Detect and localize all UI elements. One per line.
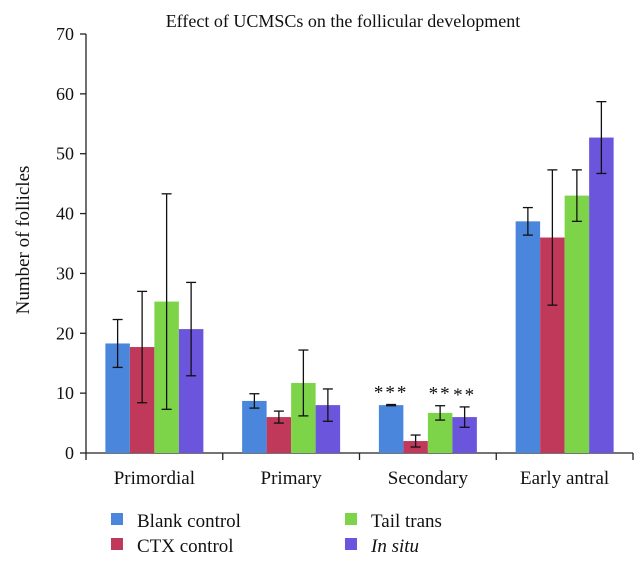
significance-marker: ** xyxy=(453,385,476,406)
x-tick-label: Primordial xyxy=(114,468,195,489)
significance-marker: ** xyxy=(429,384,452,405)
y-tick-label: 50 xyxy=(56,144,74,164)
chart-title: Effect of UCMSCs on the follicular devel… xyxy=(166,11,521,31)
legend-label: Tail trans xyxy=(371,511,442,532)
bar xyxy=(242,400,267,453)
y-tick-label: 20 xyxy=(56,323,74,343)
bar xyxy=(589,137,614,453)
y-tick-label: 40 xyxy=(56,204,74,224)
legend-swatch xyxy=(345,538,357,550)
legend-swatch xyxy=(111,513,123,525)
legend-label: Blank control xyxy=(137,511,241,532)
legend-label: CTX control xyxy=(137,536,234,557)
x-tick-label: Secondary xyxy=(388,468,469,489)
y-tick-label: 30 xyxy=(56,263,74,283)
y-tick-label: 70 xyxy=(56,24,74,44)
plot-area: 0 10 20 30 40 50 60 70 Primordial Primary Secondar… xyxy=(56,24,634,489)
y-axis-label: Number of follicles xyxy=(13,166,34,315)
y-tick-label: 60 xyxy=(56,84,74,104)
significance-marker: *** xyxy=(374,383,409,404)
x-tick-label: Primary xyxy=(261,468,323,489)
bar xyxy=(378,405,404,453)
y-tick-label: 10 xyxy=(56,383,74,403)
x-tick-label: Early antral xyxy=(520,468,609,489)
y-tick-label: 0 xyxy=(65,443,74,463)
legend-label: In situ xyxy=(370,536,419,557)
bar xyxy=(515,221,541,453)
bar xyxy=(564,195,590,453)
legend-swatch xyxy=(111,538,123,550)
legend: Blank control CTX control Tail trans In sit… xyxy=(111,511,442,557)
legend-swatch xyxy=(345,513,357,525)
